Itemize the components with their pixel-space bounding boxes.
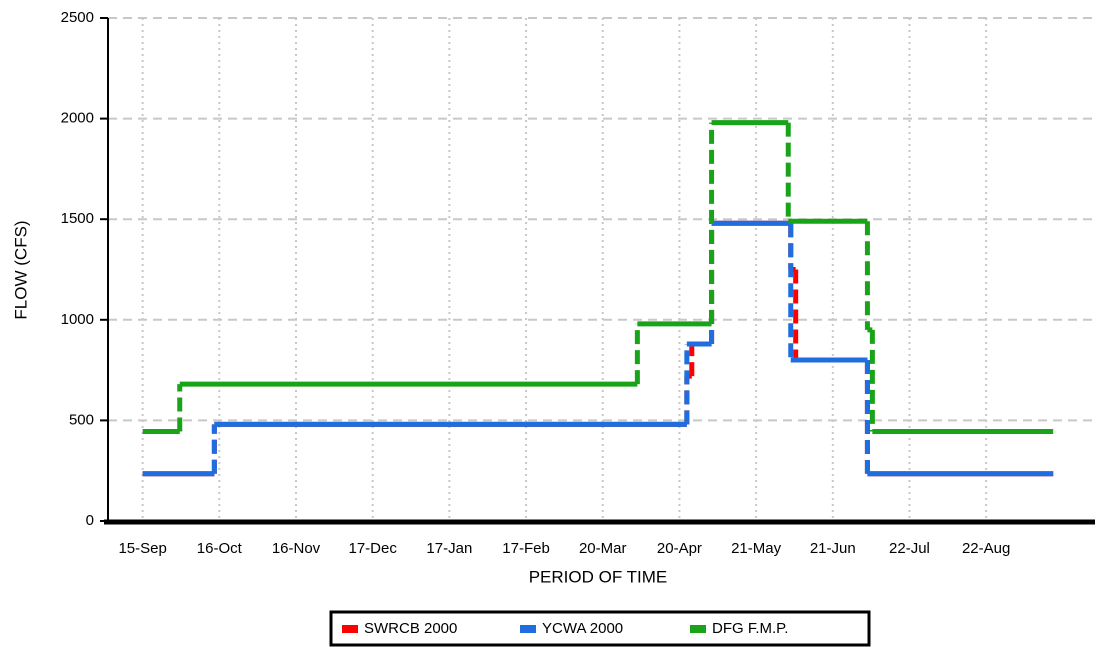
y-tick-label: 500 <box>69 411 94 428</box>
x-tick-label: 21-Jun <box>810 540 856 557</box>
x-axis-title: PERIOD OF TIME <box>529 567 668 586</box>
x-tick-label: 20-Apr <box>657 540 702 557</box>
x-tick-label: 16-Oct <box>197 540 243 557</box>
y-tick-label: 0 <box>86 512 94 529</box>
x-tick-label: 21-May <box>731 540 782 557</box>
y-tick-label: 1000 <box>61 311 94 328</box>
y-tick-label: 2000 <box>61 110 94 127</box>
legend-box <box>329 610 871 647</box>
x-tick-label: 22-Jul <box>889 540 930 557</box>
legend-label: YCWA 2000 <box>542 620 623 637</box>
x-tick-label: 17-Dec <box>349 540 398 557</box>
y-tick-label: 2500 <box>61 9 94 26</box>
legend-label: SWRCB 2000 <box>364 620 457 637</box>
x-tick-label: 20-Mar <box>579 540 627 557</box>
x-tick-label: 17-Feb <box>502 540 550 557</box>
y-tick-label: 1500 <box>61 210 94 227</box>
legend-swatch <box>342 625 358 633</box>
x-tick-label: 15-Sep <box>118 540 166 557</box>
x-tick-label: 22-Aug <box>962 540 1010 557</box>
legend-swatch <box>520 625 536 633</box>
x-tick-label: 17-Jan <box>426 540 472 557</box>
x-tick-label: 16-Nov <box>272 540 321 557</box>
y-axis-title: FLOW (CFS) <box>11 220 30 319</box>
legend-swatch <box>690 625 706 633</box>
legend-label: DFG F.M.P. <box>712 620 788 637</box>
